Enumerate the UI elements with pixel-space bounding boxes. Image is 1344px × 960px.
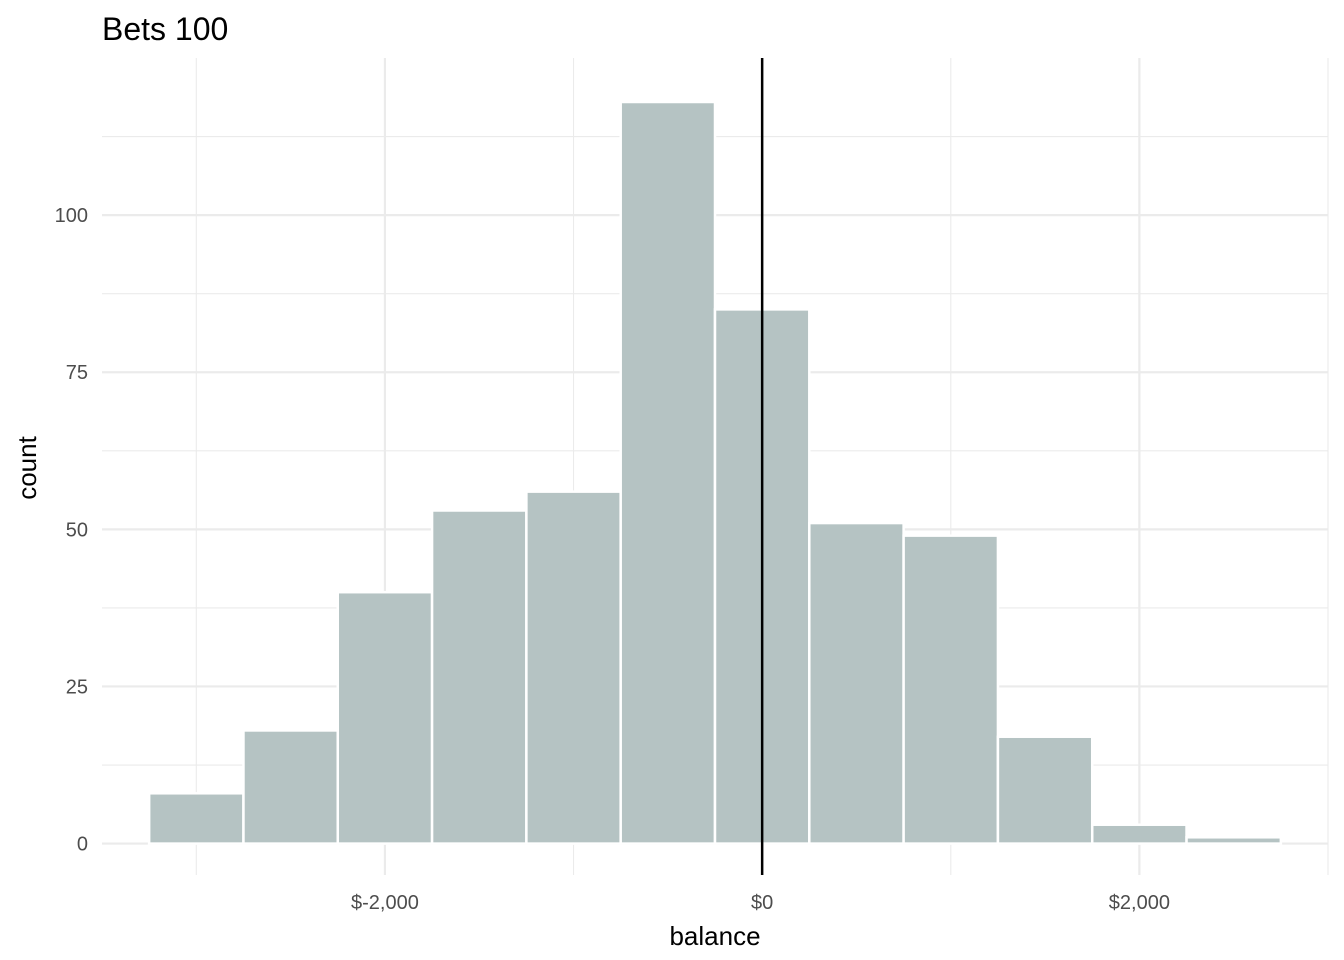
histogram-bar [996,735,1094,845]
x-axis-title: balance [669,921,760,951]
x-tick-label: $0 [751,892,773,914]
histogram-bar [242,729,340,845]
y-axis-ticks: 0 25 50 75 100 [55,205,88,855]
histogram-bar [619,100,717,845]
histogram-bar [525,490,622,845]
y-tick-label: 75 [66,362,88,384]
chart-title: Bets 100 [102,11,228,47]
x-axis-ticks: $-2,000 $0 $2,000 [351,892,1170,914]
y-tick-label: 0 [77,834,88,856]
y-tick-label: 25 [66,676,88,698]
y-axis-title: count [12,435,42,499]
histogram-bars [147,100,1283,845]
histogram-bar [147,792,245,845]
histogram-bar [1090,823,1188,845]
x-tick-label: $2,000 [1109,892,1170,914]
histogram-bar [430,509,528,845]
x-tick-label: $-2,000 [351,892,419,914]
y-tick-label: 100 [55,205,88,227]
y-tick-label: 50 [66,519,88,541]
histogram-bar [808,521,905,845]
histogram-bar [336,590,434,845]
histogram-bar [1185,836,1283,845]
histogram-bar [902,534,1000,845]
